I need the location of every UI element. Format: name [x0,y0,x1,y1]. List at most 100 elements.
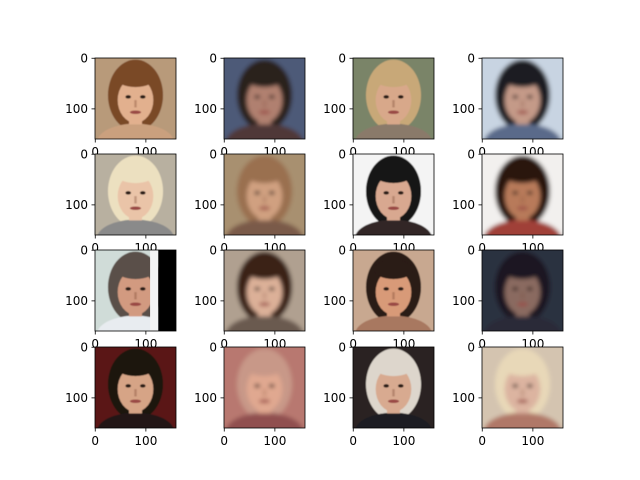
subplot-r2c4: 0 100 [452,147,564,239]
x-tick-label: 100 [263,337,286,351]
y-tick-label: 0 [467,51,475,65]
x-tick-label: 0 [220,434,228,448]
face-image-real [353,58,434,139]
x-tick-label: 0 [91,241,99,255]
x-tick-label: 100 [521,241,544,255]
subplot-r2c2: 0 100 [194,147,306,239]
axes-frame [94,346,177,429]
subplot-r3c1-xticks: 0 100 [91,337,157,351]
axes-frame [223,346,306,429]
y-tick-label: 100 [323,391,346,405]
axes-frame [352,57,435,140]
y-tick-label: 100 [194,294,217,308]
y-tick-label: 0 [209,147,217,161]
x-tick-label: 0 [220,145,228,159]
face-image-generated [482,250,563,331]
subplot-r2c3: 0 100 [323,147,435,239]
y-tick-label: 0 [467,147,475,161]
x-tick-label: 100 [134,337,157,351]
x-tick-label: 0 [220,241,228,255]
face-image-generated [482,58,563,139]
y-tick-label: 100 [323,294,346,308]
y-tick-label: 100 [65,391,88,405]
y-tick-label: 0 [338,51,346,65]
x-tick-label: 100 [521,434,544,448]
x-tick-label: 100 [263,145,286,159]
y-tick-label: 100 [65,198,88,212]
subplot-r2c3-xticks: 0 100 [349,241,415,250]
y-tick-label: 100 [323,102,346,116]
x-tick-label: 100 [134,434,157,448]
x-tick-label: 100 [134,145,157,159]
x-tick-label: 100 [392,337,415,351]
axes-frame [352,249,435,332]
subplot-r3c1: 0 100 [65,243,177,335]
subplot-r2c2-xticks: 0 100 [220,241,286,255]
face-image-real [95,58,176,139]
y-tick-label: 100 [452,198,475,212]
x-tick-label: 100 [392,145,415,159]
axes-frame [94,153,177,236]
subplot-r1c4: 0 100 [452,51,564,143]
x-tick-label: 0 [478,241,486,255]
face-image-real [353,154,434,235]
face-image-real [95,347,176,428]
subplot-r3c4-xticks: 0 100 [478,337,544,351]
x-tick-label: 100 [263,434,286,448]
x-tick-label: 0 [91,145,99,159]
subplot-r3c2: 0 100 [194,243,306,335]
axes-frame [223,57,306,140]
subplot-r1c2-xticks: 0 100 [220,145,286,159]
y-tick-label: 100 [323,198,346,212]
subplot-r4c4: 0 100 0 100 [452,340,564,448]
y-tick-label: 100 [452,391,475,405]
x-tick-label: 100 [392,434,415,448]
x-tick-label: 0 [349,145,357,159]
subplot-r1c1: 0 100 [65,51,177,143]
axes-frame [352,153,435,236]
x-tick-label: 100 [521,337,544,351]
axes-frame [223,153,306,236]
y-tick-label: 0 [338,147,346,161]
subplot-r3c2-xticks: 0 100 [220,337,286,351]
subplot-r1c3-xticks: 0 100 [349,145,415,159]
x-tick-label: 0 [478,337,486,351]
y-tick-label: 0 [209,51,217,65]
y-tick-label: 0 [80,243,88,257]
y-tick-label: 0 [80,51,88,65]
y-tick-label: 100 [194,102,217,116]
x-tick-label: 0 [91,434,99,448]
axes-frame [94,249,177,332]
y-tick-label: 0 [338,340,346,354]
subplot-r4c3: 0 100 0 100 [323,340,435,448]
axes-frame [481,153,564,236]
face-image-real [95,250,176,331]
subplot-r3c3-xticks: 0 100 [349,337,415,351]
subplot-r3c4: 0 100 [452,243,564,335]
axes-frame [94,57,177,140]
subplot-r2c1: 0 100 [65,147,177,239]
y-tick-label: 100 [65,294,88,308]
axes-frame [223,249,306,332]
x-tick-label: 0 [349,434,357,448]
y-tick-label: 0 [209,243,217,257]
y-tick-label: 0 [467,243,475,257]
face-image-generated [224,58,305,139]
face-image-generated [224,250,305,331]
subplot-r2c4-xticks: 0 100 [478,241,544,255]
subplot-grid: 0 100 0 100 0 100 0 100 0 100 0 100 0 100 0 100 0 100 0 100… [65,51,564,448]
face-image-real [353,347,434,428]
y-tick-label: 0 [80,340,88,354]
face-image-generated [224,347,305,428]
face-image-generated [482,154,563,235]
y-tick-label: 100 [452,294,475,308]
subplot-r1c3: 0 100 [323,51,435,143]
subplot-r3c3: 0 100 [323,243,435,335]
face-image-generated [482,347,563,428]
y-tick-label: 100 [194,198,217,212]
x-tick-label: 0 [91,337,99,351]
x-tick-label: 100 [263,241,286,255]
x-tick-label: 0 [478,434,486,448]
x-tick-label: 0 [220,337,228,351]
